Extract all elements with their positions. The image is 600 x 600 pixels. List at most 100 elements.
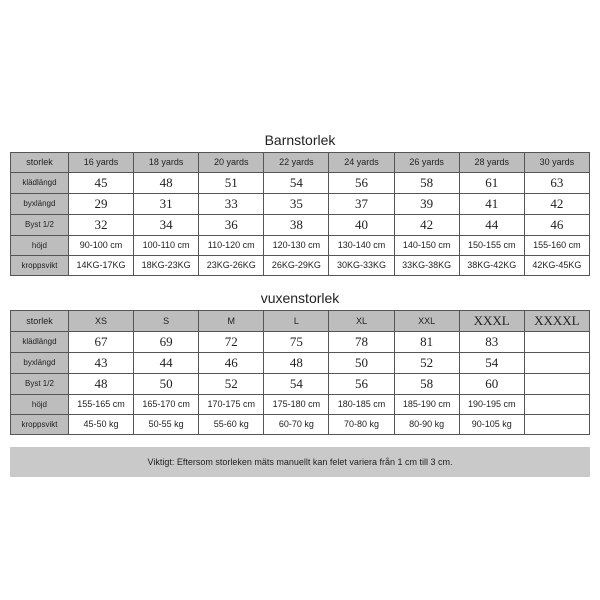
cell: 48 [264, 352, 329, 373]
header-cell: XXL [394, 310, 459, 331]
cell: 42KG-45KG [524, 255, 589, 275]
children-table: storlek 16 yards 18 yards 20 yards 22 ya… [10, 152, 590, 276]
cell: 78 [329, 331, 394, 352]
cell [524, 373, 589, 394]
row-label: klädlängd [11, 331, 69, 352]
table-row: höjd 155-165 cm 165-170 cm 170-175 cm 17… [11, 394, 590, 414]
cell: 120-130 cm [264, 235, 329, 255]
cell: 50-55 kg [134, 414, 199, 434]
cell: 32 [68, 214, 133, 235]
header-cell: 24 yards [329, 152, 394, 172]
cell: 44 [459, 214, 524, 235]
header-cell: 30 yards [524, 152, 589, 172]
cell: 44 [134, 352, 199, 373]
cell: 67 [68, 331, 133, 352]
cell: 80-90 kg [394, 414, 459, 434]
cell [524, 331, 589, 352]
cell: 48 [68, 373, 133, 394]
table-row: klädlängd 45 48 51 54 56 58 61 63 [11, 172, 590, 193]
cell: 55-60 kg [199, 414, 264, 434]
cell: 30KG-33KG [329, 255, 394, 275]
cell: 60-70 kg [264, 414, 329, 434]
cell: 34 [134, 214, 199, 235]
cell: 90-100 cm [68, 235, 133, 255]
table-row: kroppsvikt 45-50 kg 50-55 kg 55-60 kg 60… [11, 414, 590, 434]
cell: 130-140 cm [329, 235, 394, 255]
cell: 155-165 cm [68, 394, 133, 414]
cell: 26KG-29KG [264, 255, 329, 275]
cell: 155-160 cm [524, 235, 589, 255]
cell: 42 [524, 193, 589, 214]
header-cell: 26 yards [394, 152, 459, 172]
cell: 69 [134, 331, 199, 352]
cell [524, 394, 589, 414]
header-cell: 20 yards [199, 152, 264, 172]
row-label: kroppsvikt [11, 255, 69, 275]
row-label: höjd [11, 235, 69, 255]
table-row: kroppsvikt 14KG-17KG 18KG-23KG 23KG-26KG… [11, 255, 590, 275]
cell: 18KG-23KG [134, 255, 199, 275]
cell: 175-180 cm [264, 394, 329, 414]
cell: 56 [329, 373, 394, 394]
cell: 45 [68, 172, 133, 193]
table-row: höjd 90-100 cm 100-110 cm 110-120 cm 120… [11, 235, 590, 255]
cell: 38 [264, 214, 329, 235]
cell: 51 [199, 172, 264, 193]
cell: 14KG-17KG [68, 255, 133, 275]
row-label: byxlängd [11, 193, 69, 214]
cell: 54 [264, 172, 329, 193]
cell: 46 [199, 352, 264, 373]
cell: 50 [329, 352, 394, 373]
cell: 37 [329, 193, 394, 214]
row-label: Byst 1/2 [11, 373, 69, 394]
cell: 46 [524, 214, 589, 235]
cell: 23KG-26KG [199, 255, 264, 275]
cell: 35 [264, 193, 329, 214]
cell: 150-155 cm [459, 235, 524, 255]
table-row: Byst 1/2 48 50 52 54 56 58 60 [11, 373, 590, 394]
cell: 75 [264, 331, 329, 352]
header-cell: 22 yards [264, 152, 329, 172]
cell: 36 [199, 214, 264, 235]
cell: 81 [394, 331, 459, 352]
cell: 63 [524, 172, 589, 193]
cell: 54 [264, 373, 329, 394]
cell: 190-195 cm [459, 394, 524, 414]
cell: 72 [199, 331, 264, 352]
header-cell: 28 yards [459, 152, 524, 172]
header-cell: XXXXL [524, 310, 589, 331]
header-cell: L [264, 310, 329, 331]
row-label: byxlängd [11, 352, 69, 373]
cell: 31 [134, 193, 199, 214]
cell: 180-185 cm [329, 394, 394, 414]
cell: 52 [394, 352, 459, 373]
header-cell: 16 yards [68, 152, 133, 172]
cell: 33 [199, 193, 264, 214]
cell: 58 [394, 172, 459, 193]
header-cell: 18 yards [134, 152, 199, 172]
cell: 70-80 kg [329, 414, 394, 434]
cell: 39 [394, 193, 459, 214]
cell: 60 [459, 373, 524, 394]
cell: 38KG-42KG [459, 255, 524, 275]
table-row: klädlängd 67 69 72 75 78 81 83 [11, 331, 590, 352]
children-title: Barnstorlek [10, 124, 590, 152]
header-cell: S [134, 310, 199, 331]
table-row: Byst 1/2 32 34 36 38 40 42 44 46 [11, 214, 590, 235]
cell [524, 352, 589, 373]
cell: 140-150 cm [394, 235, 459, 255]
row-label: Byst 1/2 [11, 214, 69, 235]
header-cell: XXXL [459, 310, 524, 331]
cell: 33KG-38KG [394, 255, 459, 275]
cell: 185-190 cm [394, 394, 459, 414]
table-row: byxlängd 29 31 33 35 37 39 41 42 [11, 193, 590, 214]
adult-title: vuxenstorlek [10, 282, 590, 310]
adult-header-row: storlek XS S M L XL XXL XXXL XXXXL [11, 310, 590, 331]
cell: 40 [329, 214, 394, 235]
header-cell: storlek [11, 152, 69, 172]
header-cell: XL [329, 310, 394, 331]
row-label: klädlängd [11, 172, 69, 193]
children-header-row: storlek 16 yards 18 yards 20 yards 22 ya… [11, 152, 590, 172]
cell: 48 [134, 172, 199, 193]
cell: 165-170 cm [134, 394, 199, 414]
